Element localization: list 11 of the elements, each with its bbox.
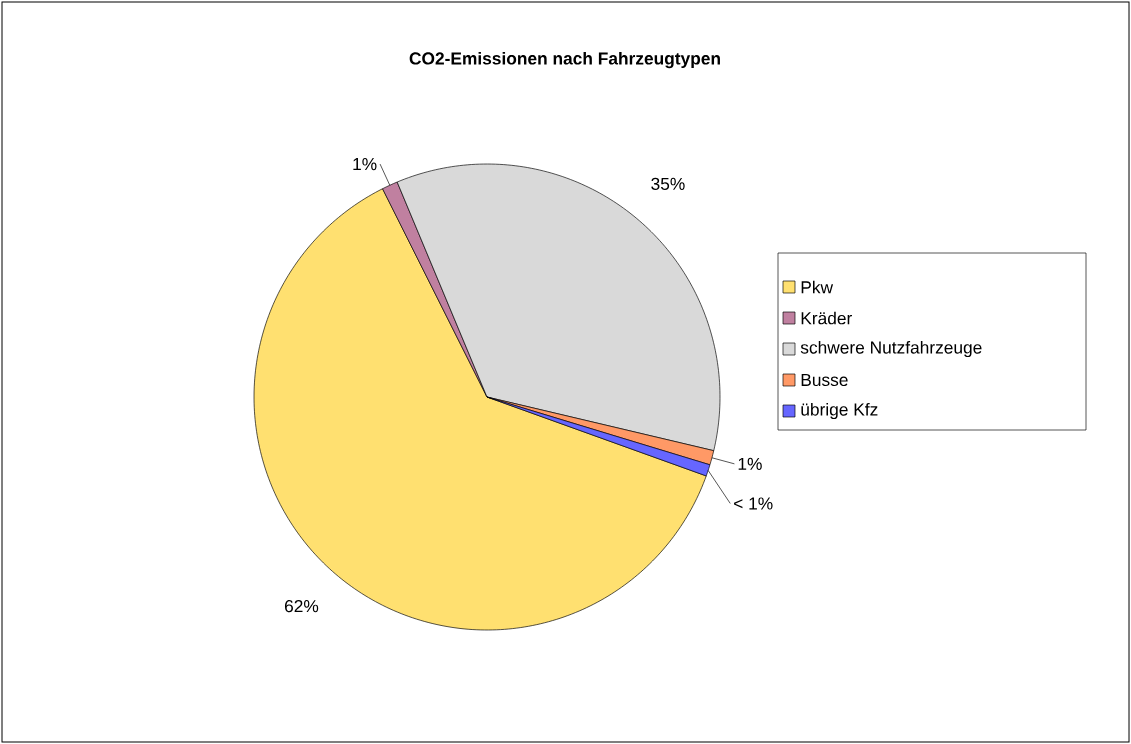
data-label: 35% xyxy=(651,177,685,190)
chart-title: CO2-Emissionen nach Fahrzeugtypen xyxy=(409,51,720,69)
data-label: 1% xyxy=(353,158,377,171)
legend-label: schwere Nutzfahrzeuge xyxy=(800,340,982,358)
legend-label: Busse xyxy=(801,373,848,387)
legend-label: Pkw xyxy=(801,280,834,294)
legend-label: übrige Kfz xyxy=(801,402,878,420)
legend-label: Kräder xyxy=(801,311,852,325)
data-label: 62% xyxy=(284,600,319,613)
data-label: 1% xyxy=(738,457,762,470)
data-label: < 1% xyxy=(734,497,773,510)
